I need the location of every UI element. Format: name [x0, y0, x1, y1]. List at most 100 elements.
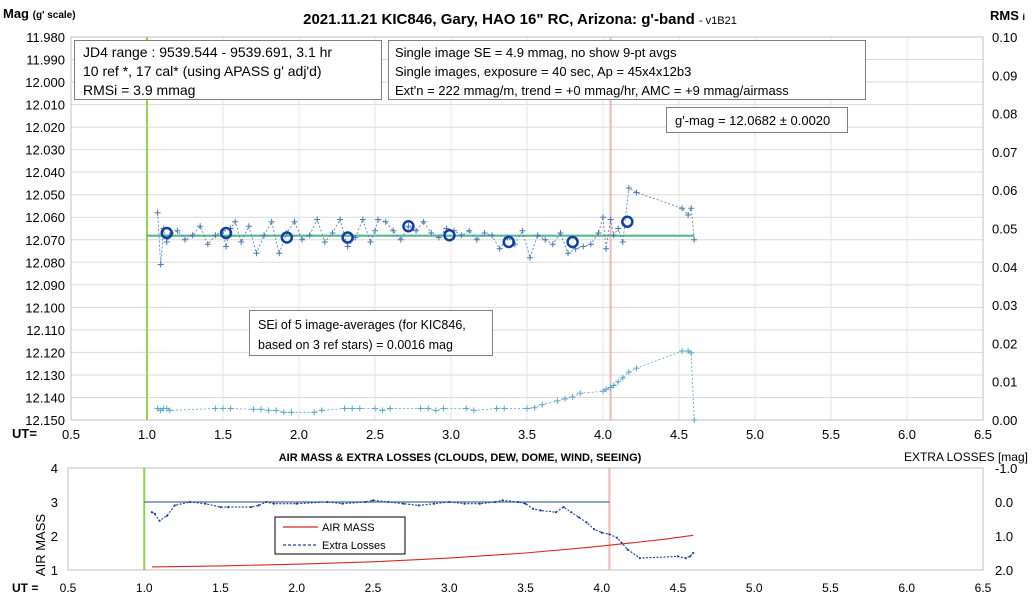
extra-losses-point: [692, 551, 695, 555]
rms-point: [610, 382, 617, 389]
rms-point: [227, 405, 234, 412]
extra-losses-point: [173, 504, 176, 507]
rms-point: [691, 417, 698, 423]
avg-point: [566, 235, 579, 249]
lower-x-tick-label: 0.5: [60, 581, 77, 595]
extra-losses-point: [615, 536, 619, 539]
x-tick-label: 5.0: [746, 427, 764, 442]
lower-x-tick-label: 1.5: [212, 581, 229, 595]
single-point: [466, 227, 473, 234]
legend-airmass-label: AIR MASS: [322, 522, 375, 534]
legend: AIR MASS Extra Losses: [274, 516, 406, 555]
lower-y-axis-label: AIR MASS: [33, 514, 48, 576]
gmag-box: g'-mag = 12.0682 ± 0.0020: [666, 107, 848, 133]
rms-point: [463, 405, 470, 412]
single-point: [314, 216, 321, 223]
x-tick-label: 1.0: [138, 427, 156, 442]
lower-x-tick-label: 2.5: [365, 581, 382, 595]
info-right-line: Single images, exposure = 40 sec, Ap = 4…: [395, 64, 692, 79]
single-point: [625, 184, 632, 191]
single-point: [691, 236, 698, 243]
y-tick-label: 12.010: [25, 98, 65, 113]
rms-point: [554, 397, 561, 404]
avg-point: [402, 219, 415, 233]
extra-losses-point: [166, 514, 169, 517]
lower-x-tick-label: 6.5: [975, 581, 992, 595]
single-point: [367, 239, 374, 246]
extra-losses-point: [585, 521, 588, 524]
single-point: [154, 209, 161, 216]
rms-point: [265, 407, 272, 414]
lower-y-tick-label: 3: [51, 495, 58, 510]
info-right-line: Single image SE = 4.9 mmag, no show 9-pt…: [395, 45, 677, 60]
y-tick-label: 12.100: [25, 300, 65, 315]
x-tick-label: 5.5: [822, 427, 840, 442]
rms-point: [501, 405, 508, 412]
single-point: [496, 245, 503, 252]
rms-point: [569, 394, 576, 401]
single-point: [428, 230, 435, 237]
avg-point: [219, 226, 233, 240]
extra-losses-point: [153, 512, 157, 516]
svg-text:Mag (g' scale): Mag (g' scale): [3, 6, 76, 21]
extra-losses-point: [478, 502, 481, 505]
single-point: [321, 239, 328, 246]
rms-point: [166, 407, 173, 414]
y2-tick-label: 0.09: [992, 68, 1017, 83]
y-tick-label: 12.060: [25, 210, 65, 225]
rms-point: [154, 405, 161, 412]
extra-losses-point: [676, 555, 680, 558]
single-point: [182, 236, 188, 243]
single-point: [382, 218, 389, 225]
rms-point: [493, 405, 500, 412]
extra-losses-point: [593, 528, 596, 531]
y-tick-label: 12.070: [25, 233, 65, 248]
extra-losses-point: [326, 500, 329, 504]
single-point: [600, 214, 606, 221]
extra-losses-point: [387, 500, 390, 504]
rms-point: [379, 407, 386, 414]
y-tick-label: 12.110: [26, 323, 65, 338]
lower-y2-tick-label: 1.0: [995, 529, 1013, 544]
rms-point: [425, 405, 432, 412]
lower-y-tick-label: 1: [51, 563, 58, 578]
single-point: [685, 211, 692, 218]
extra-losses-point: [402, 502, 405, 505]
single-series-line: [157, 187, 695, 265]
y-tick-label: 12.120: [25, 345, 65, 360]
x-tick-label: 0.5: [62, 427, 80, 442]
single-point: [595, 230, 602, 237]
rms-point: [356, 405, 363, 412]
y-tick-label: 12.080: [25, 255, 65, 270]
single-point: [607, 216, 614, 223]
lower-x-tick-label: 2.0: [288, 581, 305, 595]
single-point: [372, 227, 378, 234]
y-tick-label: 12.000: [25, 75, 65, 90]
lower-y2-tick-label: 0.0: [995, 495, 1013, 510]
extra-losses-point: [570, 511, 573, 514]
single-point: [542, 236, 549, 243]
extra-losses-point: [188, 500, 192, 504]
y-tick-label: 12.090: [25, 278, 65, 293]
x-tick-label: 6.5: [974, 427, 992, 442]
avg-point: [502, 235, 516, 249]
rms-point: [562, 395, 568, 402]
single-point: [603, 245, 610, 252]
data-series: [150, 184, 698, 568]
y-tick-label: 12.020: [25, 120, 65, 135]
extra-losses-point: [600, 531, 603, 534]
avg-point: [443, 229, 456, 242]
gmag-text: g'-mag = 12.0682 ± 0.0020: [675, 113, 831, 128]
rms-point: [220, 405, 226, 412]
x-axis-label: UT=: [12, 426, 37, 441]
extra-losses-point: [417, 504, 420, 507]
y2-tick-label: 0.00: [992, 413, 1017, 428]
extra-losses-point: [562, 506, 565, 509]
avg-point: [160, 226, 174, 240]
rms-point: [607, 384, 614, 391]
extra-losses-point: [524, 502, 527, 505]
y2-axis-label: RMS: [990, 8, 1019, 23]
y-tick-label: 12.140: [25, 390, 65, 405]
rms-point: [615, 378, 622, 385]
